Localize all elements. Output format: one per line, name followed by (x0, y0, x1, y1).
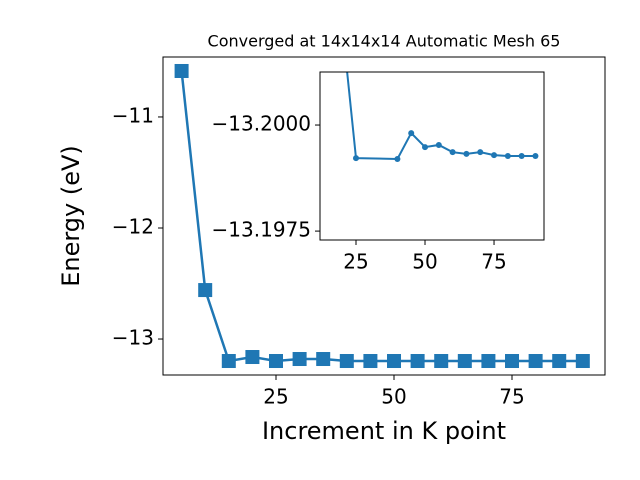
marker (477, 149, 484, 156)
marker (269, 354, 284, 369)
x-tick-label: 75 (481, 250, 506, 274)
x-tick-label: 50 (381, 385, 406, 409)
marker (352, 155, 359, 162)
marker (339, 354, 354, 369)
x-tick-label: 75 (499, 385, 524, 409)
y-tick-label: −11 (112, 103, 154, 127)
marker (221, 354, 236, 369)
axes-frame (319, 71, 545, 241)
marker (457, 354, 472, 369)
x-tick-label: 25 (263, 385, 288, 409)
marker (552, 354, 567, 369)
marker (575, 354, 590, 369)
marker (245, 350, 260, 365)
marker (481, 354, 496, 369)
plot (174, 63, 590, 369)
y-axis-label: Energy (eV) (57, 145, 85, 287)
marker (408, 130, 415, 137)
axes-frame (162, 56, 606, 376)
marker (518, 153, 525, 159)
marker (505, 354, 520, 369)
x-axis-label: Increment in K point (262, 417, 506, 445)
y-tick-label: −13.1975 (212, 218, 311, 242)
marker (198, 283, 213, 298)
marker (435, 141, 442, 148)
marker (410, 354, 425, 369)
marker (422, 144, 429, 151)
marker (532, 153, 539, 159)
y-tick-label: −12 (112, 214, 154, 238)
marker (292, 352, 307, 367)
marker (528, 354, 543, 369)
y-tick-label: −13 (112, 326, 154, 350)
marker (387, 354, 402, 369)
y-tick-label: −13.2000 (212, 112, 311, 136)
marker (174, 63, 189, 78)
marker (449, 149, 456, 156)
plot (339, 21, 539, 162)
chart-title: Converged at 14x14x14 Automatic Mesh 65 (208, 32, 561, 51)
x-tick-label: 25 (343, 250, 368, 274)
x-tick-label: 50 (412, 250, 437, 274)
marker (316, 352, 331, 367)
marker (363, 354, 378, 369)
marker (491, 152, 498, 159)
marker (339, 21, 345, 27)
marker (504, 153, 511, 159)
marker (434, 354, 449, 369)
marker (394, 155, 401, 162)
marker (463, 150, 470, 157)
